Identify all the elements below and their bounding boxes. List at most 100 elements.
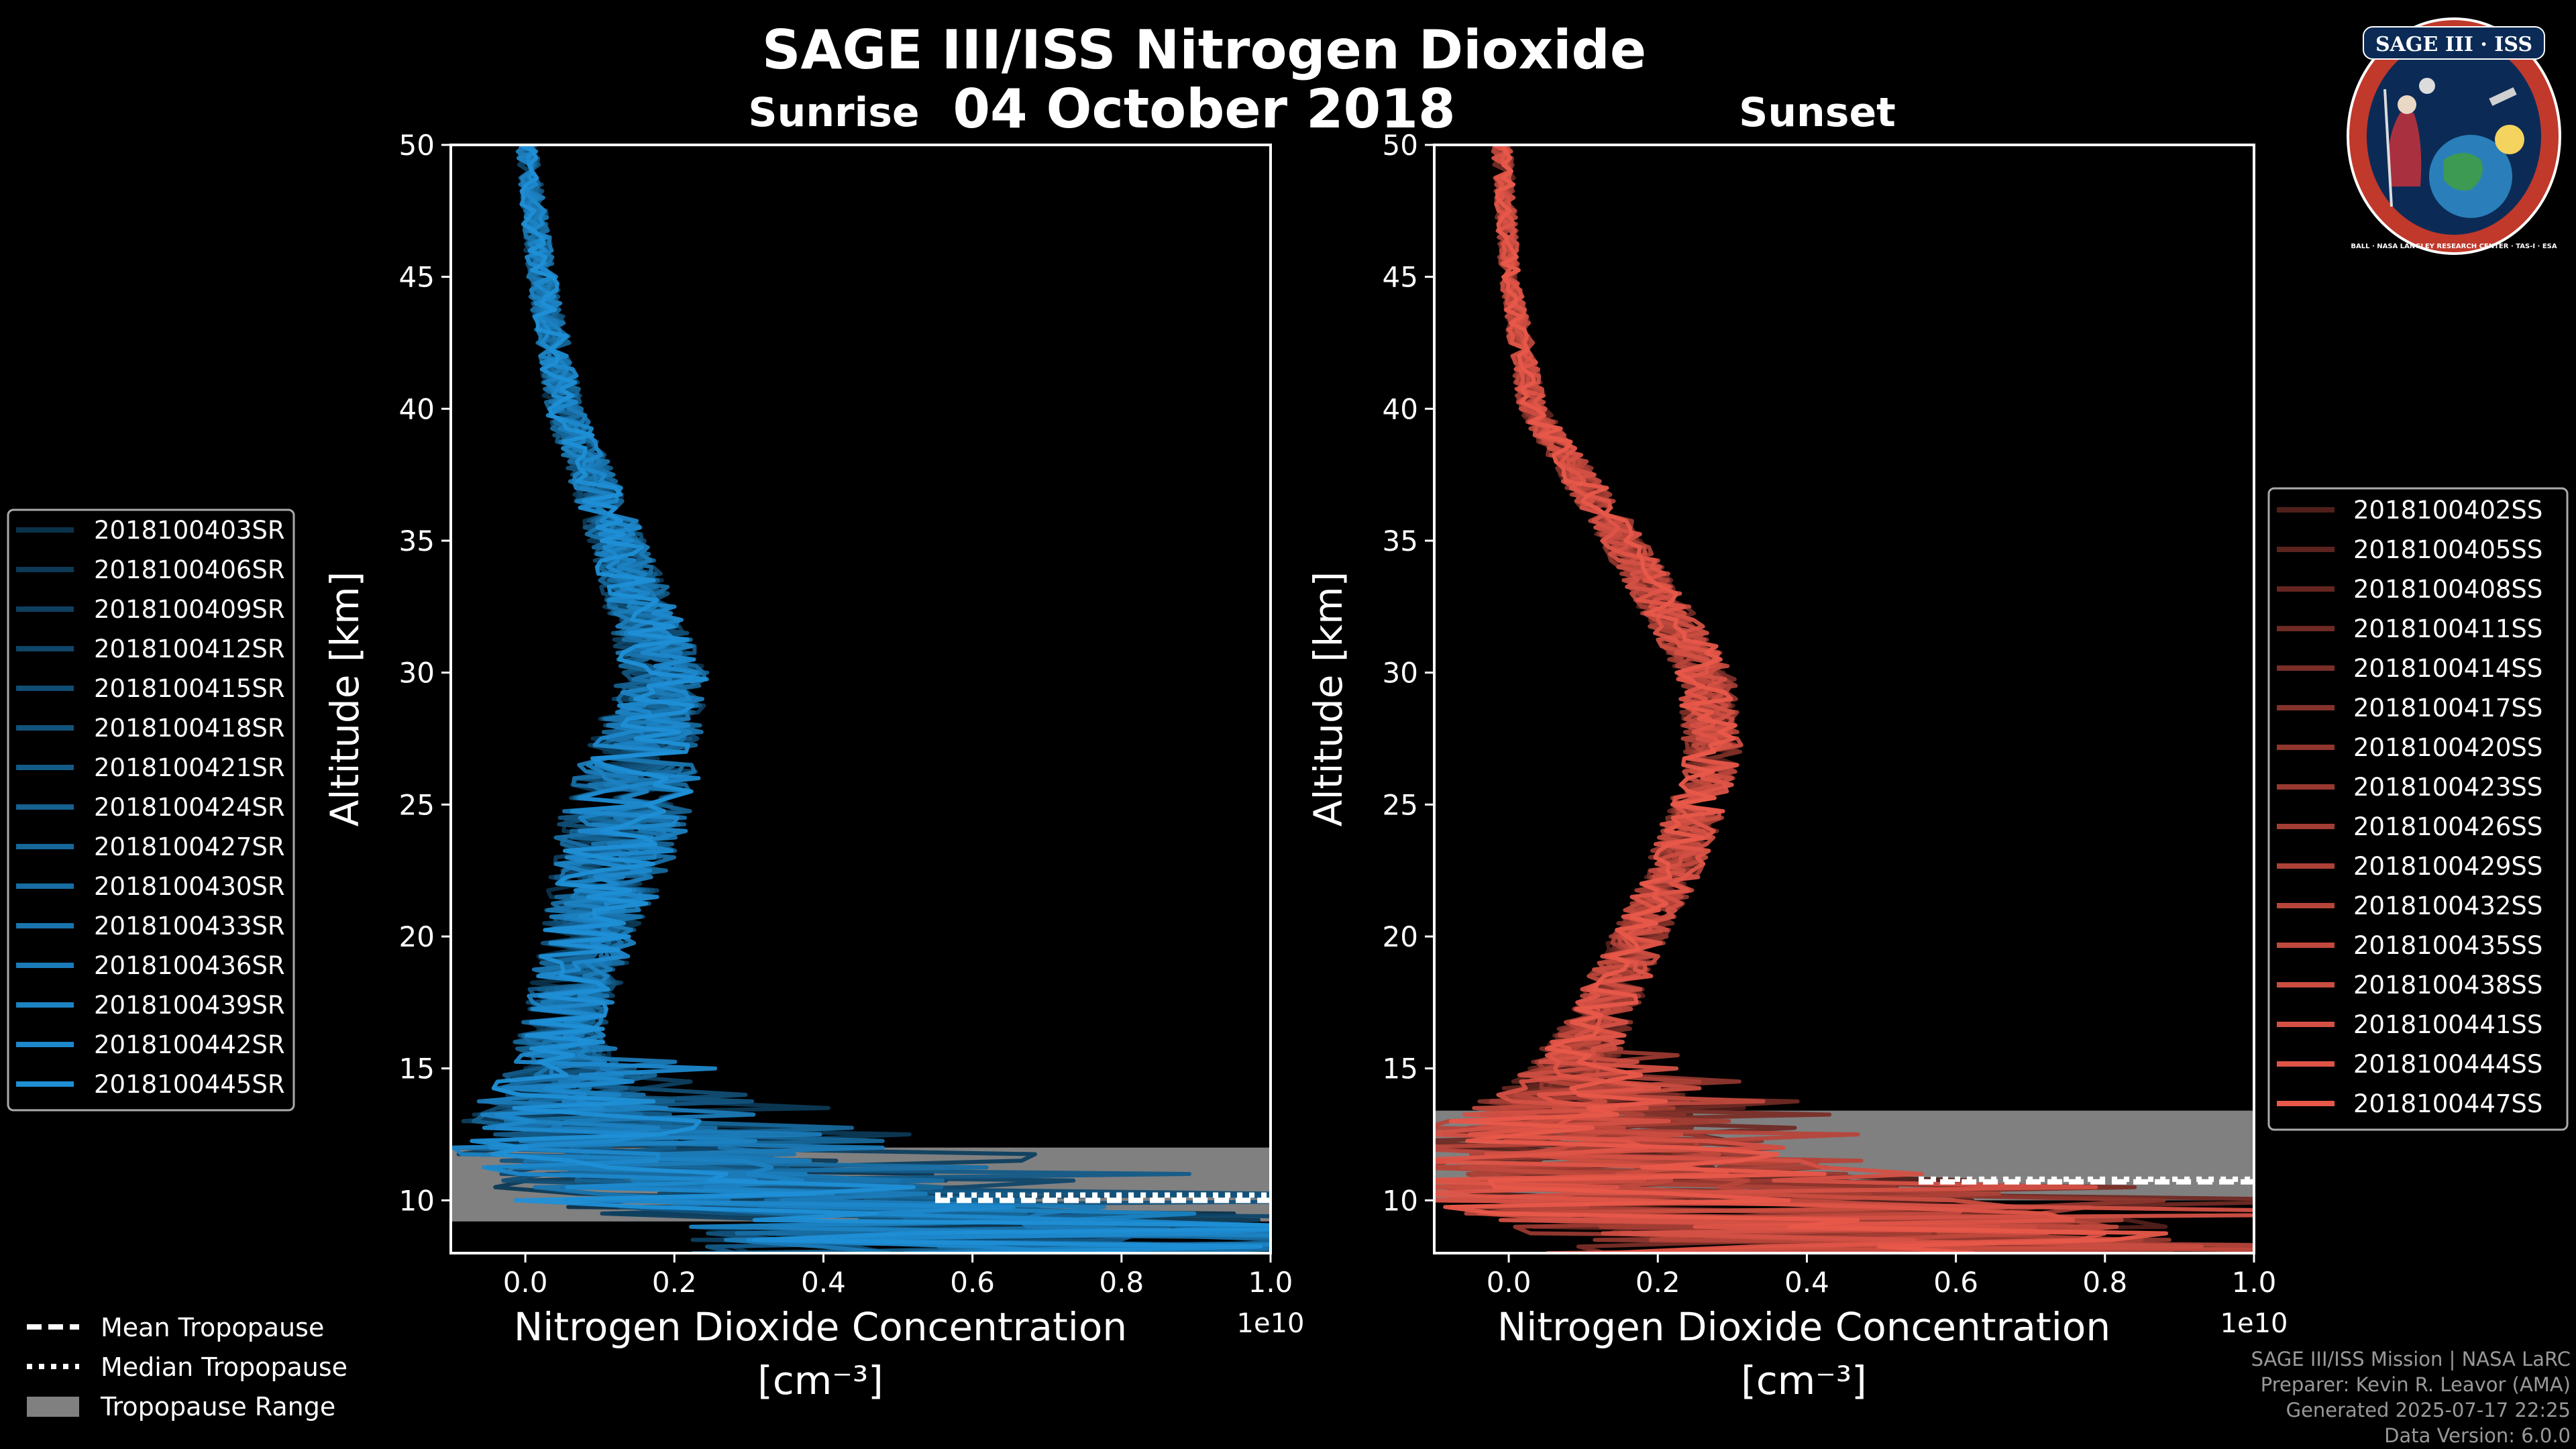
legend-label-2018100421SR: 2018100421SR [94, 753, 285, 782]
profile-line-2018100447SS [1443, 145, 2169, 1253]
profile-line-2018100442SR [482, 145, 1271, 1253]
legend-label-2018100439SR: 2018100439SR [94, 991, 285, 1020]
x-axis-label: Nitrogen Dioxide Concentration [514, 1304, 1127, 1350]
credit-mission: SAGE III/ISS Mission | NASA LaRC [2251, 1348, 2571, 1371]
profiles [1434, 145, 2254, 1253]
legend-label-2018100402SS: 2018100402SS [2353, 496, 2542, 525]
x-axis-label: Nitrogen Dioxide Concentration [1497, 1304, 2110, 1350]
x-tick-label: 0.8 [2082, 1266, 2127, 1299]
legend-label-2018100433SR: 2018100433SR [94, 912, 285, 941]
x-multiplier-label: 1e10 [1237, 1308, 1305, 1339]
logo-ring-text: BALL · NASA LANGLEY RESEARCH CENTER · TA… [2351, 243, 2557, 250]
legend-label-2018100426SS: 2018100426SS [2353, 812, 2542, 841]
legend-label-2018100427SR: 2018100427SR [94, 833, 285, 861]
y-tick-label: 20 [1383, 920, 1418, 953]
legend-label-2018100409SR: 2018100409SR [94, 595, 285, 624]
x-tick-label: 0.0 [503, 1266, 548, 1299]
legend-label-2018100423SS: 2018100423SS [2353, 773, 2542, 802]
credit-preparer: Preparer: Kevin R. Leavor (AMA) [2261, 1373, 2571, 1396]
tropopause-range-swatch [27, 1397, 79, 1417]
logo-figure-icon [2388, 113, 2422, 186]
figure-title: SAGE III/ISS Nitrogen Dioxide [762, 19, 1646, 81]
legend-label-2018100436SR: 2018100436SR [94, 951, 285, 980]
logo-moon-icon [2419, 78, 2435, 94]
y-tick-label: 35 [1383, 525, 1418, 557]
right-legend: 2018100402SS 2018100405SS 2018100408SS 2018… [2267, 487, 2569, 1131]
profile-line-2018100445SR [470, 145, 1271, 1253]
legend-label-2018100411SS: 2018100411SS [2353, 614, 2542, 643]
legend-label-2018100417SS: 2018100417SS [2353, 694, 2542, 722]
logo-sun-icon [2495, 125, 2524, 154]
legend-label-2018100430SR: 2018100430SR [94, 872, 285, 901]
tropopause-range-label: Tropopause Range [100, 1392, 335, 1421]
legend-label-2018100406SR: 2018100406SR [94, 555, 285, 584]
x-multiplier-label: 1e10 [2220, 1308, 2288, 1339]
figure-date: 04 October 2018 [953, 78, 1455, 140]
legend-label-2018100445SR: 2018100445SR [94, 1070, 285, 1099]
y-tick-label: 15 [1383, 1053, 1418, 1085]
y-tick-label: 25 [399, 788, 435, 821]
y-tick-label: 20 [399, 920, 435, 953]
y-tick-label: 45 [1383, 261, 1418, 294]
profiles [451, 145, 1271, 1253]
y-tick-label: 30 [1383, 657, 1418, 690]
y-tick-label: 10 [399, 1184, 435, 1217]
legend-label-2018100429SS: 2018100429SS [2353, 852, 2542, 881]
sage-iii-iss-mission-logo: SAGE III · ISS BALL · NASA LANGLEY RESEA… [2347, 17, 2561, 255]
x-tick-label: 0.2 [1635, 1266, 1680, 1299]
y-tick-label: 40 [1383, 392, 1418, 425]
x-tick-label: 0.4 [1784, 1266, 1829, 1299]
logo-staff-icon [2383, 89, 2393, 207]
logo-title: SAGE III · ISS [2375, 33, 2532, 56]
legend-label-2018100414SS: 2018100414SS [2353, 654, 2542, 683]
legend-label-2018100447SS: 2018100447SS [2353, 1089, 2542, 1118]
x-tick-label: 0.2 [652, 1266, 697, 1299]
legend-label-2018100432SS: 2018100432SS [2353, 892, 2542, 920]
left-legend-frame [7, 508, 295, 1112]
right-legend-frame [2267, 487, 2569, 1131]
y-tick-label: 35 [399, 525, 435, 557]
y-tick-label: 15 [399, 1053, 435, 1085]
x-tick-label: 1.0 [1248, 1266, 1293, 1299]
x-axis-unit: [cm⁻³] [757, 1358, 883, 1403]
left-legend: 2018100403SR 2018100406SR 2018100409SR 2018… [7, 508, 295, 1112]
logo-station-icon [2489, 87, 2517, 106]
y-tick-label: 40 [399, 392, 435, 425]
profile-line-2018100441SS [1434, 145, 2254, 1253]
sunset-panel: 0.0 0.2 0.4 0.6 0.8 1.0 10 15 20 25 30 35 40 45 50 1e10… [1305, 89, 2288, 1403]
legend-label-2018100420SS: 2018100420SS [2353, 733, 2542, 762]
legend-label-2018100435SS: 2018100435SS [2353, 931, 2542, 960]
legend-label-2018100441SS: 2018100441SS [2353, 1010, 2542, 1039]
legend-label-2018100415SR: 2018100415SR [94, 674, 285, 703]
y-axis-label: Altitude [km] [1305, 572, 1351, 826]
credits: SAGE III/ISS Mission | NASA LaRC Prepare… [2251, 1348, 2571, 1447]
legend-label-2018100438SS: 2018100438SS [2353, 971, 2542, 1000]
legend-label-2018100403SR: 2018100403SR [94, 516, 285, 545]
x-tick-label: 0.0 [1487, 1266, 1532, 1299]
sunrise-panel: 0.0 0.2 0.4 0.6 0.8 1.0 10 15 20 25 30 35 40 45 50 1e10… [322, 89, 1305, 1403]
axes-frame [449, 144, 1272, 1254]
panel-title: Sunset [1739, 89, 1896, 136]
axes-frame [1433, 144, 2255, 1254]
x-tick-label: 1.0 [2232, 1266, 2277, 1299]
y-tick-label: 50 [399, 129, 435, 162]
logo-continent-icon [2444, 153, 2483, 191]
logo-figure-head-icon [2398, 95, 2416, 114]
mean-tropopause-label: Mean Tropopause [101, 1313, 324, 1342]
x-tick-label: 0.6 [950, 1266, 995, 1299]
y-tick-label: 10 [1383, 1184, 1418, 1217]
credit-version: Data Version: 6.0.0 [2384, 1424, 2571, 1447]
tropopause-legend: Mean Tropopause Median Tropopause Tropop… [27, 1313, 347, 1421]
x-tick-label: 0.8 [1099, 1266, 1144, 1299]
x-tick-label: 0.6 [1933, 1266, 1978, 1299]
legend-label-2018100412SR: 2018100412SR [94, 635, 285, 663]
legend-label-2018100418SR: 2018100418SR [94, 714, 285, 743]
median-tropopause-label: Median Tropopause [101, 1352, 347, 1382]
legend-label-2018100442SR: 2018100442SR [94, 1030, 285, 1059]
logo-banner [2363, 26, 2545, 60]
x-axis-unit: [cm⁻³] [1741, 1358, 1867, 1403]
panel-title: Sunrise [748, 89, 919, 136]
y-tick-label: 50 [1383, 129, 1418, 162]
legend-label-2018100424SR: 2018100424SR [94, 793, 285, 822]
